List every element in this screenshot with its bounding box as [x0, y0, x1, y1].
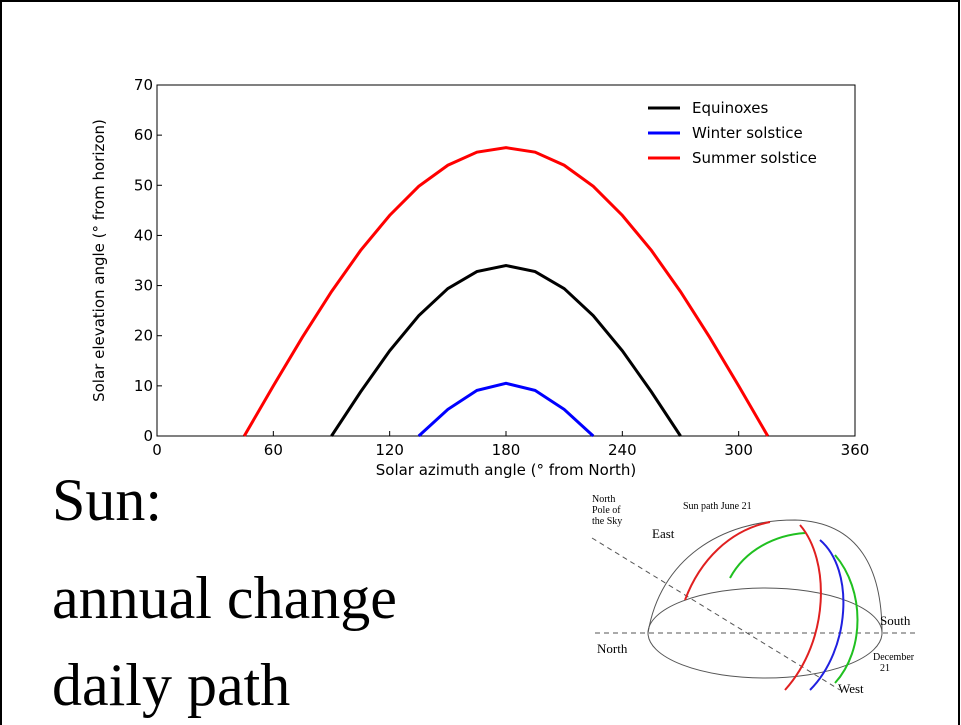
- diagram-label: Pole of: [592, 505, 621, 516]
- dome: [647, 519, 883, 634]
- chart: 0 60 120 180 240 300 360 0 10 20 30 40 50 60 70 Solar a…: [90, 76, 869, 479]
- pole-axis: [591, 537, 841, 691]
- x-tick-label: 240: [608, 441, 637, 459]
- y-tick-label: 50: [134, 176, 153, 194]
- y-tick-label: 70: [134, 76, 153, 94]
- x-tick-label: 120: [375, 441, 404, 459]
- x-tick-label: 180: [492, 441, 521, 459]
- legend-label: Equinoxes: [692, 99, 769, 117]
- diagram-label: the Sky: [592, 516, 622, 527]
- heading-line: Sun:: [52, 467, 162, 533]
- series-line: [417, 381, 595, 438]
- path-red: [684, 521, 771, 601]
- diagram-label: December: [873, 652, 915, 663]
- y-tick-label: 30: [134, 277, 153, 295]
- y-tick-label: 10: [134, 377, 153, 395]
- diagram-label: West: [838, 681, 864, 696]
- x-tick-label: 60: [264, 441, 283, 459]
- y-tick-label: 20: [134, 327, 153, 345]
- diagram-label: South: [880, 613, 911, 628]
- y-tick-label: 0: [143, 427, 153, 445]
- heading-line: daily path: [52, 652, 290, 718]
- diagram-label: North: [597, 641, 628, 656]
- y-axis-label: Solar elevation angle (° from horizon): [90, 119, 108, 402]
- path-green: [729, 532, 806, 579]
- legend-label: Summer solstice: [692, 149, 817, 167]
- diagram-label: 21: [880, 663, 890, 674]
- path-blue-west: [809, 539, 845, 691]
- series-line: [242, 146, 770, 437]
- diagram-label: Sun path June 21: [683, 501, 752, 512]
- legend-label: Winter solstice: [692, 124, 803, 142]
- x-axis-label: Solar azimuth angle (° from North): [376, 461, 637, 479]
- diagram-label: North: [592, 494, 615, 505]
- path-green-west: [834, 554, 859, 684]
- x-tick-label: 0: [152, 441, 162, 459]
- heading-line: annual change: [52, 565, 397, 631]
- series-line: [330, 263, 682, 437]
- y-tick-label: 60: [134, 126, 153, 144]
- x-tick-label: 300: [724, 441, 753, 459]
- path-red-west: [784, 524, 822, 691]
- x-tick-label: 360: [841, 441, 870, 459]
- y-tick-label: 40: [134, 226, 153, 244]
- diagram-label: East: [652, 526, 675, 541]
- sky-diagram: North Pole of the Sky Sun path June 21 E…: [591, 494, 915, 696]
